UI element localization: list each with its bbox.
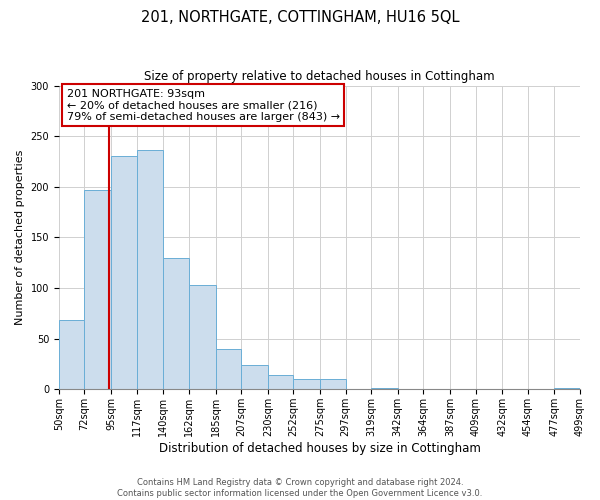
Text: 201, NORTHGATE, COTTINGHAM, HU16 5QL: 201, NORTHGATE, COTTINGHAM, HU16 5QL bbox=[141, 10, 459, 25]
Text: Contains HM Land Registry data © Crown copyright and database right 2024.
Contai: Contains HM Land Registry data © Crown c… bbox=[118, 478, 482, 498]
X-axis label: Distribution of detached houses by size in Cottingham: Distribution of detached houses by size … bbox=[158, 442, 481, 455]
Bar bbox=[371, 388, 398, 390]
Bar bbox=[241, 365, 268, 390]
Bar bbox=[320, 379, 346, 390]
Bar bbox=[215, 349, 241, 390]
Title: Size of property relative to detached houses in Cottingham: Size of property relative to detached ho… bbox=[144, 70, 495, 83]
Bar bbox=[163, 258, 189, 390]
Y-axis label: Number of detached properties: Number of detached properties bbox=[15, 150, 25, 325]
Bar bbox=[554, 388, 580, 390]
Bar bbox=[59, 320, 85, 390]
Bar bbox=[85, 190, 111, 390]
Bar bbox=[189, 285, 215, 390]
Bar bbox=[111, 156, 137, 390]
Bar bbox=[137, 150, 163, 390]
Text: 201 NORTHGATE: 93sqm
← 20% of detached houses are smaller (216)
79% of semi-deta: 201 NORTHGATE: 93sqm ← 20% of detached h… bbox=[67, 88, 340, 122]
Bar bbox=[293, 379, 320, 390]
Bar bbox=[268, 375, 293, 390]
